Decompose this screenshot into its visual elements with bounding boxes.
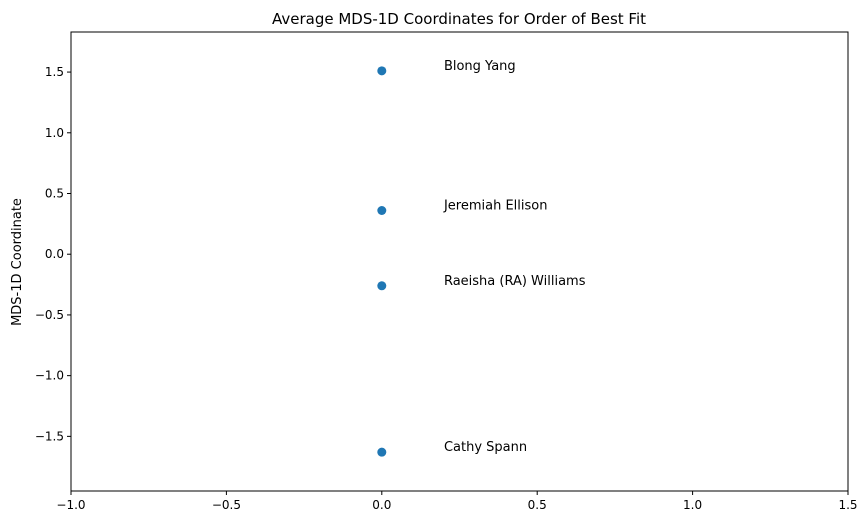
- point-label: Jeremiah Ellison: [443, 199, 548, 214]
- x-tick-label: 0.5: [528, 498, 547, 512]
- y-tick-label: 1.0: [45, 126, 64, 140]
- plot-area: −1.0 −0.5 0.0 0.5 1.0 1.5 −1.5 −1.0 −0.5 0.0 0.5 1.…: [35, 31, 858, 512]
- y-tick-label: −1.0: [35, 369, 64, 383]
- y-tick-label: 0.0: [45, 247, 64, 261]
- data-point: [377, 281, 387, 291]
- y-tick-label: 1.5: [45, 65, 64, 79]
- x-tick-label: −0.5: [212, 498, 241, 512]
- chart-title: Average MDS-1D Coordinates for Order of …: [272, 10, 646, 28]
- data-point: [377, 66, 387, 76]
- y-tick-label: −1.5: [35, 429, 64, 443]
- x-tick-label: −1.0: [56, 498, 85, 512]
- data-point: [377, 206, 387, 215]
- x-tick-label: 0.0: [372, 498, 391, 512]
- x-tick-label: 1.5: [838, 498, 857, 512]
- x-tick-label: 1.0: [683, 498, 702, 512]
- point-label: Blong Yang: [444, 59, 516, 74]
- plot-frame: [70, 31, 849, 492]
- y-tick-label: −0.5: [35, 308, 64, 322]
- y-tick-label: 0.5: [45, 187, 64, 201]
- data-point: [377, 447, 387, 457]
- point-label: Raeisha (RA) Williams: [444, 274, 586, 289]
- point-label: Cathy Spann: [444, 440, 527, 455]
- y-axis-label: MDS-1D Coordinate: [10, 198, 25, 326]
